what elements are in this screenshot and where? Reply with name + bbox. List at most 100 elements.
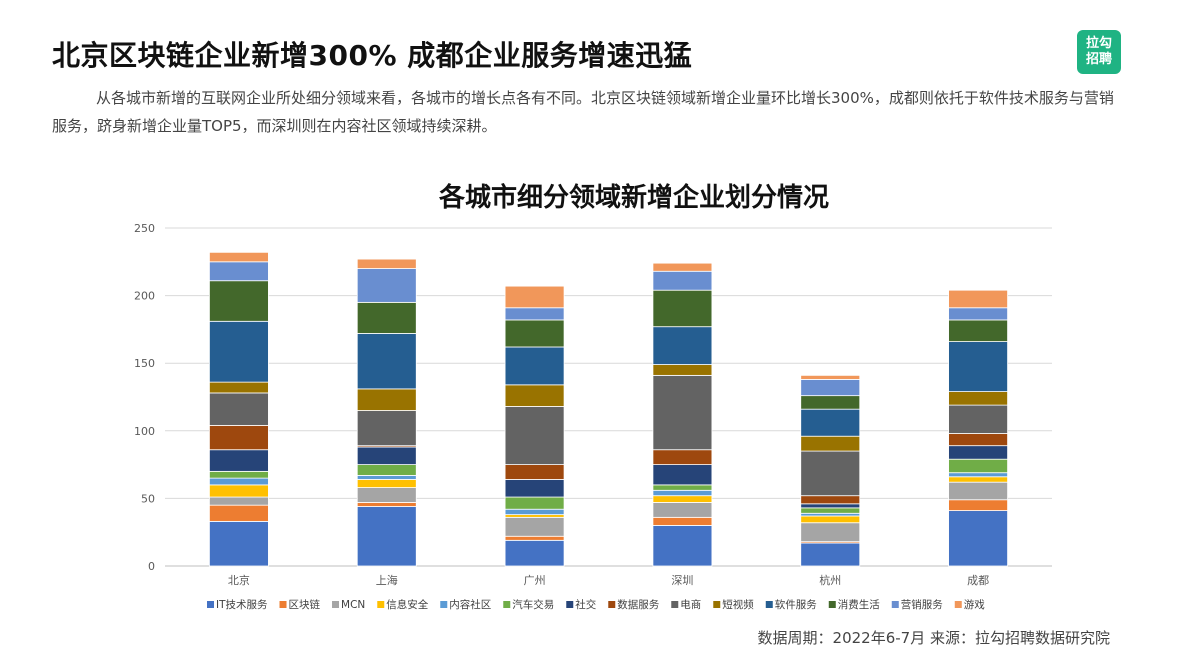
bar-segment xyxy=(209,392,269,426)
legend-swatch xyxy=(377,601,385,608)
page-title: 北京区块链企业新增300% 成都企业服务增速迅猛 xyxy=(52,39,693,72)
bar-segment xyxy=(209,280,269,322)
bar-segment xyxy=(209,484,269,498)
bar-segment xyxy=(209,449,269,472)
bar-segment xyxy=(800,522,861,543)
legend-label: 电商 xyxy=(680,598,701,611)
bar-segment xyxy=(800,503,861,509)
bar-segment xyxy=(504,479,565,498)
legend-label: 数据服务 xyxy=(617,598,659,611)
legend-label: IT技术服务 xyxy=(216,598,268,611)
bar-segment xyxy=(504,539,565,567)
bar-segment xyxy=(652,516,713,526)
bar-segment xyxy=(948,433,1008,447)
bar-segment xyxy=(504,496,565,510)
bar-segment xyxy=(356,333,417,390)
legend-swatch xyxy=(828,601,836,608)
bar-segment xyxy=(209,261,269,282)
bar-segment xyxy=(800,495,861,505)
legend-swatch xyxy=(713,601,721,608)
bar-segment xyxy=(209,320,269,383)
bar-segment xyxy=(209,251,269,263)
bar-segment xyxy=(504,535,565,541)
x-tick-label: 上海 xyxy=(376,573,398,587)
bar-segment xyxy=(652,525,713,567)
lagou-logo: 拉勾 招聘 xyxy=(1077,30,1121,74)
legend-swatch xyxy=(608,601,616,608)
x-tick-label: 深圳 xyxy=(671,574,693,587)
legend-swatch xyxy=(891,601,899,608)
legend-swatch xyxy=(207,601,214,608)
logo-text-line1: 拉勾 xyxy=(1085,36,1112,51)
legend-swatch xyxy=(440,601,448,608)
x-tick-label: 北京 xyxy=(228,573,250,587)
bar-segment xyxy=(948,476,1008,483)
bar-segment xyxy=(356,258,417,269)
legend-label: 内容社区 xyxy=(449,598,491,611)
legend-swatch xyxy=(671,601,679,608)
bar-segment xyxy=(209,381,269,394)
bar-segment xyxy=(504,384,565,407)
bar-segment xyxy=(800,515,861,524)
legend-label: 游戏 xyxy=(964,598,985,611)
legend-swatch xyxy=(279,601,287,608)
legend-swatch xyxy=(566,601,574,608)
bar-segment xyxy=(948,445,1008,460)
bar-segment xyxy=(652,449,713,465)
bar-segment xyxy=(652,495,713,503)
legend-swatch xyxy=(954,601,962,608)
legend-swatch xyxy=(332,601,340,608)
bar-segment xyxy=(948,289,1008,309)
legend-label: 信息安全 xyxy=(386,598,428,611)
bar-segment xyxy=(800,435,861,452)
y-tick-label: 0 xyxy=(148,560,155,573)
bar-segment xyxy=(504,307,565,321)
intro-paragraph: 从各城市新增的互联网企业所处细分领域来看，各城市的增长点各有不同。北京区块链领域… xyxy=(52,89,1114,135)
bar-segment xyxy=(948,458,1008,474)
legend-label: 区块链 xyxy=(289,598,321,611)
y-tick-label: 50 xyxy=(141,492,155,505)
bar-segment xyxy=(800,450,861,497)
bar-segment xyxy=(800,379,861,397)
bar-segment xyxy=(504,406,565,465)
data-source-note: 数据周期：2022年6-7月 来源：拉勾招聘数据研究院 xyxy=(757,629,1110,647)
bar-segment xyxy=(948,472,1008,478)
bar-segment xyxy=(652,489,713,497)
bar-segment xyxy=(948,341,1008,392)
logo-text-line2: 招聘 xyxy=(1085,52,1112,67)
legend-swatch xyxy=(765,601,773,608)
bar-segment xyxy=(800,542,861,567)
bar-segment xyxy=(356,268,417,303)
bar-segment xyxy=(504,319,565,348)
bar-segment xyxy=(652,326,713,365)
bar-segment xyxy=(504,514,565,518)
bar-segment xyxy=(356,475,417,480)
bar-segment xyxy=(504,346,565,386)
y-tick-label: 100 xyxy=(134,425,155,438)
bar-segment xyxy=(948,481,1008,501)
bar-segment xyxy=(948,319,1008,342)
legend-label: 短视频 xyxy=(722,598,754,611)
bar-segment xyxy=(948,404,1008,434)
bar-segment xyxy=(652,464,713,486)
bar-segment xyxy=(652,374,713,451)
x-tick-label: 成都 xyxy=(967,574,989,587)
bar-segment xyxy=(948,391,1008,406)
bar-segment xyxy=(652,484,713,491)
x-tick-label: 杭州 xyxy=(819,573,841,587)
bar-segment xyxy=(356,446,417,465)
bar-segment xyxy=(948,510,1008,567)
bar-segment xyxy=(209,496,269,506)
bar-segment xyxy=(652,289,713,328)
bar-segment xyxy=(209,424,269,451)
bar-segment xyxy=(504,516,565,537)
legend-label: 汽车交易 xyxy=(512,598,554,611)
bar-segment xyxy=(356,301,417,334)
bar-segment xyxy=(652,270,713,291)
bar-segment xyxy=(209,477,269,486)
bar-segment xyxy=(652,262,713,272)
bar-segment xyxy=(209,520,269,567)
bar-segment xyxy=(504,285,565,309)
bar-segment xyxy=(504,508,565,516)
